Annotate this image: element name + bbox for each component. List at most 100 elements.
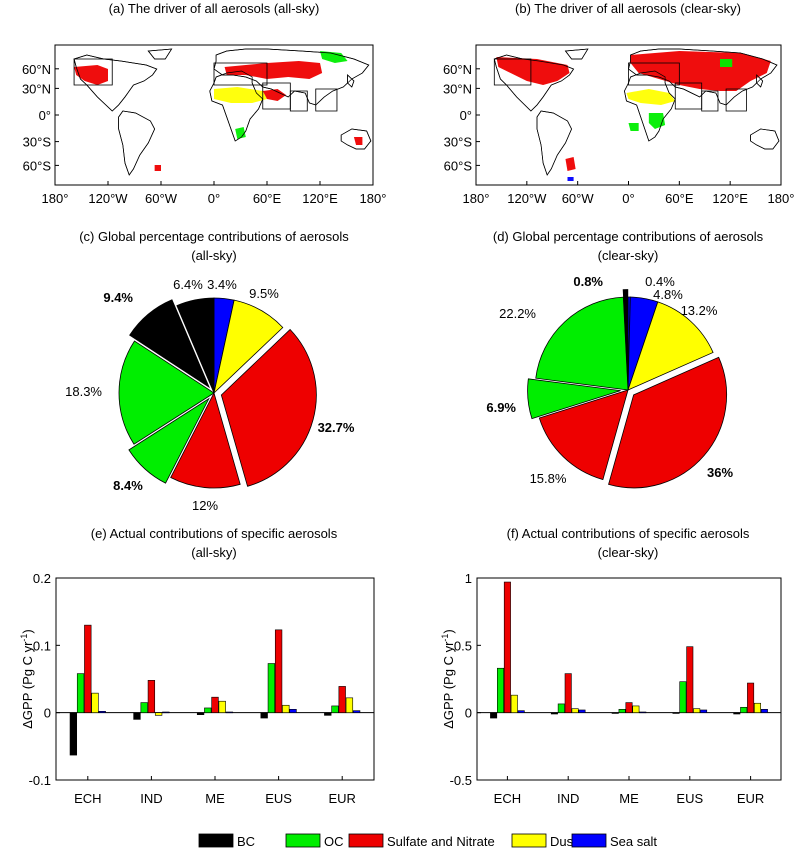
pie-slice-label: 8.4% (113, 478, 143, 493)
pie-subtitle: (clear-sky) (598, 248, 659, 263)
lat-tick-label: 30°N (22, 81, 51, 96)
legend-swatch (198, 833, 234, 848)
study-region-box (701, 90, 719, 112)
bar (338, 686, 346, 713)
bar (550, 712, 558, 715)
pie-slice-label: 12% (192, 498, 218, 513)
legend-label: BC (237, 834, 255, 849)
bar (693, 708, 701, 713)
map-driver-region (224, 61, 323, 79)
x-tick-label: ECH (74, 791, 101, 806)
legend-swatch (285, 833, 321, 848)
legend-swatch (348, 833, 384, 848)
lon-tick-label: 180° (42, 191, 69, 206)
bar (611, 712, 619, 714)
bar (211, 696, 219, 713)
pie-slice-label: 22.2% (499, 306, 536, 321)
bar-title: (f) Actual contributions of specific aer… (507, 526, 750, 541)
bar (147, 680, 156, 713)
plot-frame (55, 577, 375, 781)
map-driver-region (720, 59, 733, 67)
bar (218, 700, 226, 713)
bar (517, 710, 525, 713)
pie-slice (128, 397, 210, 484)
bar-title: (e) Actual contributions of specific aer… (91, 526, 338, 541)
lat-tick-label: 30°S (23, 135, 52, 150)
bar (740, 706, 748, 713)
pie-slice-label: 0.4% (645, 274, 675, 289)
y-tick-label: 0.2 (33, 571, 51, 586)
legend: BC OC Sulfate and Nitrate Dust Sea salt (194, 831, 657, 849)
bar (625, 702, 633, 713)
y-tick-label: 0 (465, 706, 472, 721)
bar (282, 704, 290, 713)
bar (632, 705, 640, 713)
y-tick-label: 0.5 (454, 638, 472, 653)
lon-tick-label: 120°W (507, 191, 547, 206)
bar (162, 711, 170, 714)
pie-slice (220, 328, 317, 487)
pie-chart-c: (c) Global percentage contributions of a… (65, 229, 355, 513)
y-tick-label: -0.1 (29, 773, 51, 788)
pie-slice (538, 389, 629, 481)
lon-tick-label: 180° (463, 191, 490, 206)
x-tick-label: EUR (737, 791, 764, 806)
lat-tick-label: 30°S (444, 135, 473, 150)
lon-tick-label: 60°W (145, 191, 178, 206)
pie-title: (c) Global percentage contributions of a… (79, 229, 349, 244)
bar (557, 703, 565, 713)
bar (578, 709, 586, 713)
x-tick-label: EUS (265, 791, 292, 806)
y-tick-label: 0.1 (33, 638, 51, 653)
study-region-box (628, 62, 680, 86)
bar (274, 629, 283, 713)
y-tick-label: 1 (465, 571, 472, 586)
bar-chart-e: (e) Actual contributions of specific aer… (19, 526, 375, 806)
legend-swatch (571, 833, 607, 848)
pie-slice-label: 13.2% (681, 303, 718, 318)
legend-label: Sea salt (610, 834, 657, 849)
lat-tick-label: 0° (39, 108, 51, 123)
bar (76, 673, 85, 713)
lat-tick-label: 30°N (443, 81, 472, 96)
map-panel-a: (a) The driver of all aerosols (all-sky)… (22, 1, 386, 206)
pie-slice (608, 356, 728, 489)
bar-chart-f: (f) Actual contributions of specific aer… (440, 526, 782, 806)
bar (760, 708, 768, 713)
pie-slice (129, 299, 211, 389)
map-land (73, 48, 372, 176)
pie-slice (118, 340, 215, 445)
study-region-box (289, 90, 308, 112)
map-land (493, 48, 780, 181)
map-driver-region (565, 157, 576, 171)
lon-tick-label: 60°E (665, 191, 694, 206)
bar (747, 682, 755, 713)
lat-tick-label: 60°N (22, 62, 51, 77)
pie-slice-label: 6.9% (486, 400, 516, 415)
pie-slice-label: 15.8% (530, 471, 567, 486)
lon-tick-label: 60°E (253, 191, 282, 206)
bar (497, 667, 504, 713)
x-tick-label: EUS (676, 791, 703, 806)
lon-tick-label: 0° (622, 191, 634, 206)
bar (140, 702, 148, 713)
study-region-box (315, 88, 338, 112)
pie-slice-label: 6.4% (173, 277, 203, 292)
map-title-a: (a) The driver of all aerosols (all-sky) (109, 1, 320, 16)
lat-tick-label: 60°S (444, 158, 473, 173)
bar (69, 712, 78, 756)
pie-slice-label: 32.7% (318, 420, 355, 435)
plot-frame (476, 577, 782, 781)
x-tick-label: EUR (328, 791, 355, 806)
pie-slice (535, 296, 629, 391)
lon-tick-label: 60°W (562, 191, 595, 206)
bar (510, 694, 518, 713)
lat-tick-label: 60°N (443, 62, 472, 77)
pie-slice-label: 36% (707, 465, 733, 480)
x-tick-label: ME (619, 791, 639, 806)
pie-slice (176, 297, 215, 394)
bar (490, 712, 498, 719)
map-driver-region (154, 165, 161, 171)
bar (331, 705, 339, 713)
bar (196, 712, 205, 715)
